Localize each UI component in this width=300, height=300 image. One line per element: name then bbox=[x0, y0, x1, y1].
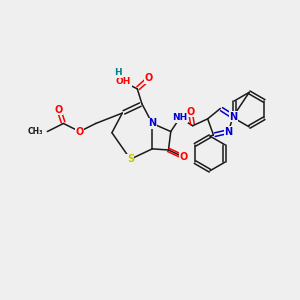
Text: O: O bbox=[145, 74, 153, 83]
Text: O: O bbox=[186, 107, 194, 117]
Text: O: O bbox=[76, 127, 84, 136]
Text: H: H bbox=[114, 68, 122, 77]
Text: OH: OH bbox=[116, 77, 131, 86]
Text: N: N bbox=[224, 127, 232, 136]
Text: N: N bbox=[229, 112, 237, 122]
Text: O: O bbox=[179, 152, 188, 162]
Text: S: S bbox=[127, 154, 134, 164]
Text: O: O bbox=[55, 105, 63, 115]
Text: CH₃: CH₃ bbox=[27, 127, 43, 136]
Text: NH: NH bbox=[172, 113, 188, 122]
Text: N: N bbox=[148, 118, 156, 128]
